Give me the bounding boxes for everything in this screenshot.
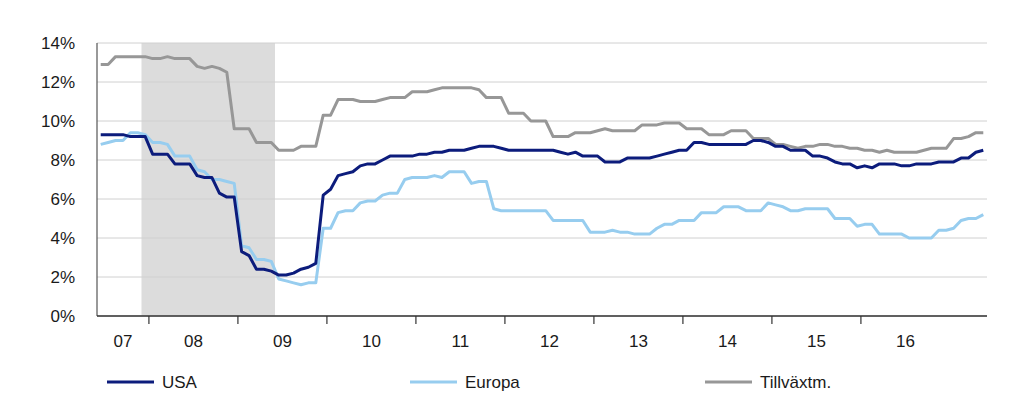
x-tick: [326, 316, 327, 324]
legend-swatch: [107, 381, 154, 384]
y-axis: [96, 43, 97, 316]
grid-line: [97, 82, 987, 83]
shaded-span: [142, 43, 276, 316]
y-tick-label: 10%: [41, 112, 75, 131]
grid-line: [97, 43, 987, 44]
y-tick-label: 8%: [50, 151, 75, 170]
x-tick-label: 09: [273, 332, 292, 351]
x-tick-label: 15: [807, 332, 826, 351]
grid-line: [97, 238, 987, 239]
chart: 0% 2% 4% 6% 8% 10% 12% 14% 07 08 09 10 11 12 13 14 15 16 U…: [0, 0, 1023, 413]
x-tick-label: 10: [362, 332, 381, 351]
x-tick-label: 12: [540, 332, 559, 351]
grid-line: [97, 160, 987, 161]
x-axis: [97, 315, 987, 317]
x-tick: [860, 316, 861, 324]
x-tick-label: 11: [452, 332, 470, 351]
plot-area: [101, 57, 984, 285]
y-tick-label: 14%: [41, 34, 75, 53]
x-tick: [593, 316, 594, 324]
legend-label: USA: [162, 373, 198, 392]
x-tick: [148, 316, 149, 324]
y-tick-label: 6%: [50, 190, 75, 209]
y-tick-label: 0%: [50, 307, 75, 326]
legend-label: Tillväxtm.: [760, 373, 831, 392]
legend-swatch: [705, 381, 752, 384]
legend-swatch: [410, 381, 457, 384]
x-tick: [237, 316, 238, 324]
x-tick: [504, 316, 505, 324]
grid-line: [97, 316, 987, 317]
series-line: [101, 133, 984, 285]
x-tick-label: 13: [629, 332, 648, 351]
x-tick-label: 07: [113, 332, 132, 351]
y-tick-label: 4%: [50, 229, 75, 248]
y-tick-label: 2%: [50, 268, 75, 287]
series-line: [101, 135, 984, 275]
legend-label: Europa: [465, 373, 520, 392]
y-tick-label: 12%: [41, 73, 75, 92]
x-tick-label: 08: [184, 332, 203, 351]
grid-line: [97, 199, 987, 200]
x-tick-label: 16: [896, 332, 915, 351]
x-tick: [682, 316, 683, 324]
grid-line: [97, 277, 987, 278]
x-tick-label: 14: [718, 332, 737, 351]
series-line: [101, 57, 984, 153]
x-tick: [415, 316, 416, 324]
x-tick: [771, 316, 772, 324]
